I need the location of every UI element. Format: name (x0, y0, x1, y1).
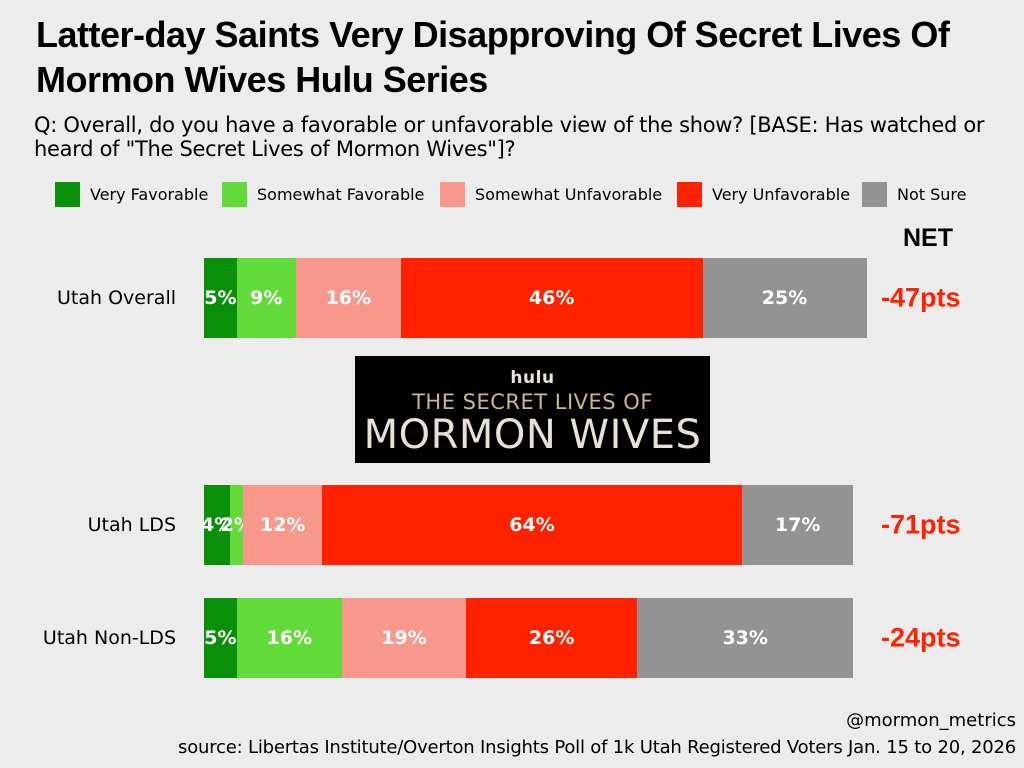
author-handle: @mormon_metrics (846, 710, 1016, 731)
logo-line2: MORMON WIVES (363, 412, 702, 458)
category-label-1: Utah LDS (87, 514, 176, 536)
bar-segment-0-0: 5% (204, 258, 237, 338)
legend-label-2: Somewhat Unfavorable (475, 184, 663, 204)
legend-item-2: Somewhat Unfavorable (440, 181, 662, 207)
legend-label-3: Very Unfavorable (712, 184, 851, 204)
bar-segment-1-0: 4% (201, 485, 233, 565)
bar-segment-0-4: 25% (702, 258, 867, 338)
legend-item-0: Very Favorable (55, 181, 208, 207)
bar-segment-1-4: 17% (741, 485, 854, 565)
bar-segment-2-1: 16% (236, 598, 342, 678)
legend-swatch-4 (862, 181, 887, 207)
net-header: NET (903, 224, 953, 252)
bar-segment-1-3: 64% (322, 485, 742, 565)
bar-segment-2-0: 5% (204, 598, 237, 678)
show-logo: hulu THE SECRET LIVES OF MORMON WIVES (355, 356, 710, 463)
logo-line1: THE SECRET LIVES OF (412, 390, 653, 414)
source-note: source: Libertas Institute/Overton Insig… (178, 737, 1016, 758)
net-value-1: -71pts (881, 509, 961, 540)
bar-segment-0-1: 9% (236, 258, 296, 338)
net-value-0: -47pts (881, 282, 961, 313)
logo-brand: hulu (510, 368, 555, 388)
bar-segment-1-1: 2% (221, 485, 253, 565)
chart-title: Latter-day Saints Very Disapproving Of S… (36, 14, 950, 100)
legend-swatch-2 (440, 181, 465, 207)
legend-item-4: Not Sure (862, 181, 966, 207)
net-value-2: -24pts (881, 622, 961, 653)
bar-segment-2-3: 26% (466, 598, 637, 678)
bar-segment-1-2: 12% (243, 485, 323, 565)
legend-swatch-0 (55, 181, 80, 207)
legend-label-0: Very Favorable (90, 184, 209, 204)
legend-label-4: Not Sure (897, 184, 967, 204)
legend-swatch-3 (677, 181, 702, 207)
legend: Very Favorable Somewhat Favorable Somewhat… (0, 181, 1024, 207)
legend-swatch-1 (222, 181, 247, 207)
legend-item-3: Very Unfavorable (677, 181, 850, 207)
category-label-0: Utah Overall (57, 287, 176, 309)
bar-segment-0-2: 16% (295, 258, 401, 338)
legend-label-1: Somewhat Favorable (257, 184, 425, 204)
bar-segment-0-3: 46% (400, 258, 703, 338)
category-label-2: Utah Non-LDS (42, 627, 176, 649)
bar-segment-2-2: 19% (341, 598, 467, 678)
chart-subtitle: Q: Overall, do you have a favorable or u… (34, 113, 985, 161)
bar-segment-2-4: 33% (636, 598, 854, 678)
legend-item-1: Somewhat Favorable (222, 181, 424, 207)
